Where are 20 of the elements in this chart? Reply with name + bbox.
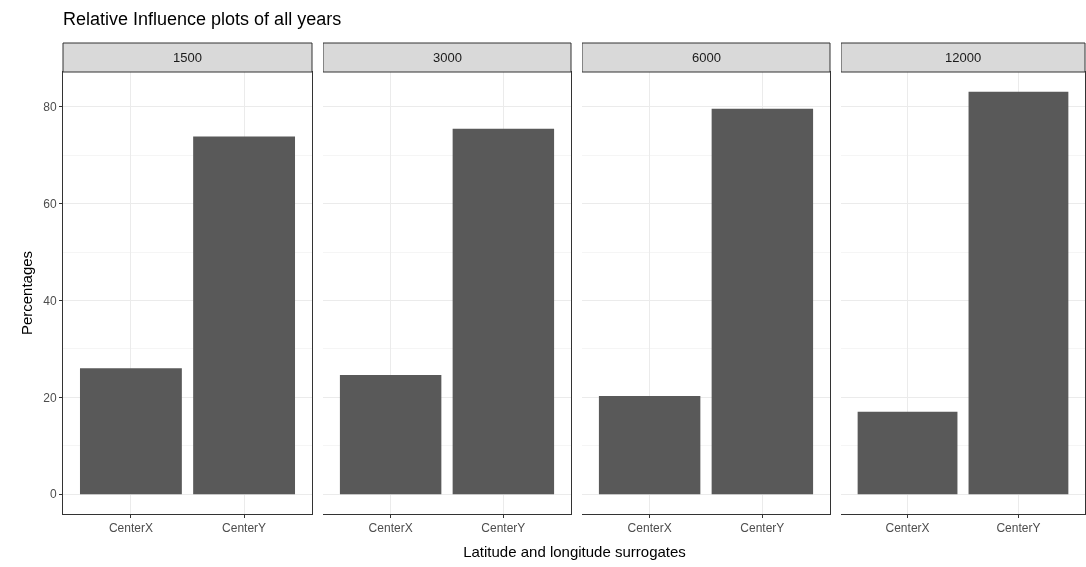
x-tick-label: CenterY [740, 521, 785, 536]
y-tick-label: 60 [43, 196, 57, 211]
y-axis-title: Percentages [18, 250, 36, 336]
y-tick-label: 20 [43, 390, 57, 405]
x-tick-label: CenterY [222, 521, 267, 536]
chart-subtitle: 3000 [433, 50, 462, 65]
x-axis-title: Latitude and longitude surrogates [462, 543, 687, 560]
x-tick-label: CenterX [368, 521, 413, 536]
chart-subtitle: 12000 [945, 50, 982, 65]
y-tick-label: 40 [43, 293, 57, 308]
y-tick-label: 0 [49, 487, 57, 502]
x-tick-label: CenterX [885, 521, 930, 536]
chart-title: Relative Influence plots of all years [63, 9, 342, 30]
chart-subtitle: 1500 [173, 50, 202, 65]
x-tick-label: CenterX [627, 521, 672, 536]
chart-subtitle: 6000 [692, 50, 721, 65]
x-tick-label: CenterY [481, 521, 526, 536]
x-tick-label: CenterY [996, 521, 1041, 536]
x-tick-label: CenterX [108, 521, 153, 536]
y-tick-label: 80 [43, 100, 57, 115]
